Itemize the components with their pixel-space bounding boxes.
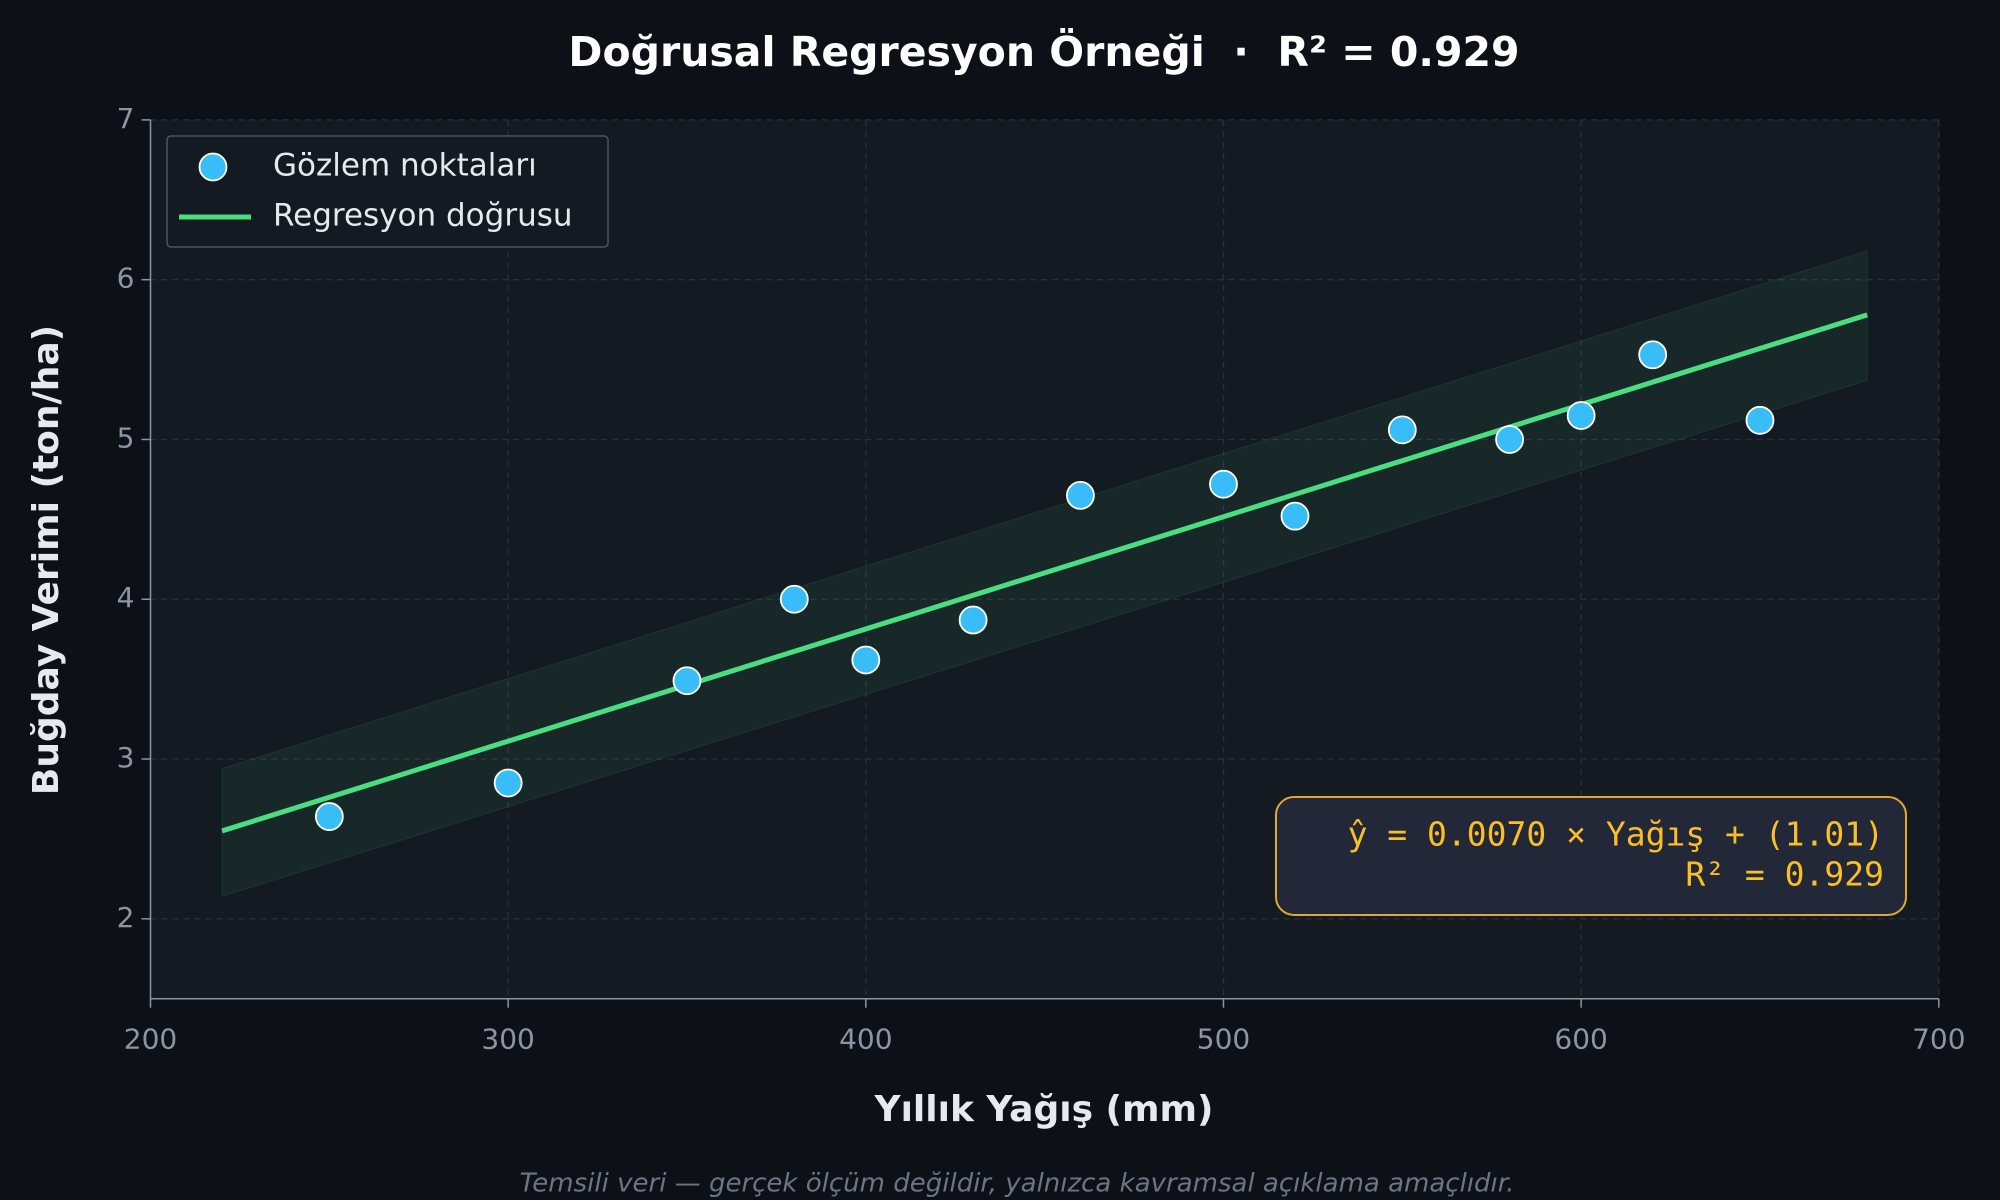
legend-marker	[198, 152, 228, 182]
y-tick-label: 6	[117, 262, 135, 295]
legend-label: Gözlem noktaları	[273, 148, 537, 184]
scatter-point	[1745, 405, 1775, 435]
plot-layer: 200 300 400 500 600 700 2 3 4 5 6 7 Gözlem noktaları…	[117, 102, 1966, 1056]
annotation-text: ŷ = 0.0070 × Yağış + (1.01)	[1348, 815, 1884, 854]
x-tick-label: 600	[1554, 1023, 1607, 1056]
chart-title: Doğrusal Regresyon Örneği · R² = 0.929	[568, 28, 1519, 76]
scatter-point	[1638, 340, 1668, 370]
scatter-point	[779, 584, 809, 614]
x-tick-label: 400	[839, 1023, 892, 1056]
scatter-point	[493, 768, 523, 798]
y-tick-label: 5	[117, 421, 135, 454]
footnote: Temsili veri — gerçek ölçüm değildir, ya…	[520, 1169, 1515, 1199]
scatter-point	[1495, 425, 1525, 454]
scatter-point	[1066, 480, 1095, 510]
legend-label: Regresyon doğrusu	[273, 198, 573, 234]
scatter-point	[1566, 401, 1596, 430]
scatter-point	[1387, 415, 1417, 445]
y-tick-label: 3	[117, 741, 135, 774]
annotation-text: R² = 0.929	[1685, 855, 1884, 894]
scatter-point	[672, 666, 702, 696]
scatter-point	[314, 802, 344, 831]
regression-line	[221, 312, 1869, 834]
scatter-point	[958, 605, 988, 635]
x-tick-label: 700	[1912, 1023, 1965, 1056]
y-tick-label: 7	[117, 102, 135, 135]
x-tick-label: 500	[1197, 1023, 1250, 1056]
y-tick-label: 4	[117, 581, 135, 614]
annotation-box	[1275, 796, 1907, 916]
y-tick-label: 2	[117, 901, 135, 934]
legend-box	[166, 135, 609, 248]
scatter-point	[1280, 501, 1310, 531]
x-tick-label: 200	[124, 1023, 177, 1056]
scatter-point	[851, 645, 881, 675]
x-tick-label: 300	[481, 1023, 534, 1056]
x-axis-label: Yıllık Yağış (mm)	[874, 1089, 1214, 1130]
y-axis-label: Buğday Verimi (ton/ha)	[26, 325, 67, 795]
scatter-point	[1209, 469, 1238, 499]
